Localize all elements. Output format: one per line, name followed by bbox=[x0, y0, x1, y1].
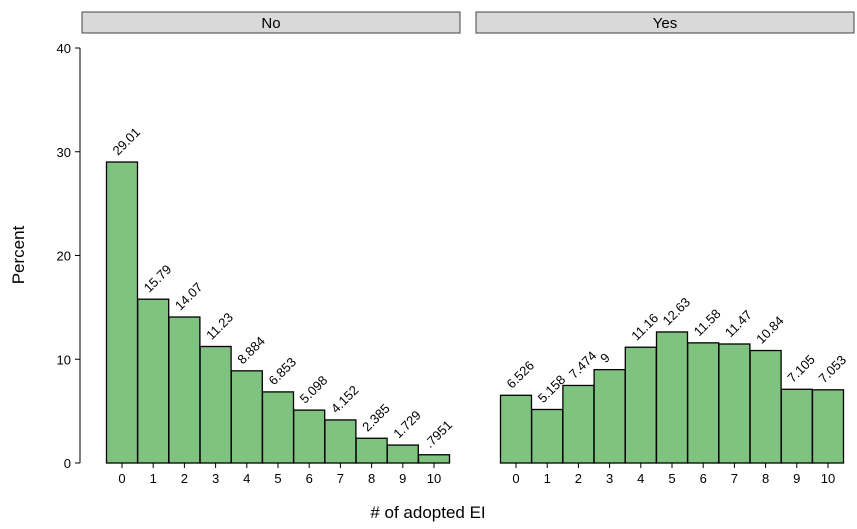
bar bbox=[168, 316, 201, 464]
bar bbox=[749, 349, 782, 464]
bar bbox=[624, 346, 657, 464]
y-tick-label: 40 bbox=[57, 41, 71, 56]
bar bbox=[324, 419, 357, 464]
data-label: 29.01 bbox=[110, 125, 144, 159]
x-tick-label: 4 bbox=[637, 471, 644, 486]
data-label: 5.098 bbox=[297, 373, 331, 407]
bar bbox=[105, 161, 139, 464]
facet-header bbox=[81, 11, 461, 34]
x-tick-label: 4 bbox=[243, 471, 250, 486]
bar bbox=[655, 331, 689, 464]
bar bbox=[811, 389, 845, 464]
x-tick-label: 8 bbox=[368, 471, 375, 486]
x-tick-label: 6 bbox=[700, 471, 707, 486]
data-label: 10.84 bbox=[753, 313, 787, 347]
x-tick-label: 10 bbox=[427, 471, 441, 486]
data-label: 4.152 bbox=[328, 382, 362, 416]
data-label: 1.729 bbox=[390, 408, 424, 442]
x-tick-label: 3 bbox=[606, 471, 613, 486]
bar bbox=[199, 345, 232, 464]
data-label: 11.58 bbox=[691, 306, 724, 339]
bar bbox=[687, 342, 720, 464]
data-label: 12.63 bbox=[660, 294, 694, 328]
x-tick-label: 9 bbox=[793, 471, 800, 486]
bar bbox=[499, 394, 533, 464]
bar bbox=[780, 388, 813, 464]
data-label: 9 bbox=[597, 350, 613, 366]
y-tick-label: 10 bbox=[57, 352, 71, 367]
x-tick-label: 2 bbox=[575, 471, 582, 486]
x-tick-label: 0 bbox=[512, 471, 519, 486]
facet-title: Yes bbox=[653, 15, 677, 32]
facet-title: No bbox=[261, 15, 280, 32]
data-label: 6.853 bbox=[266, 354, 300, 388]
x-tick-label: 9 bbox=[399, 471, 406, 486]
x-tick-label: 7 bbox=[337, 471, 344, 486]
bar bbox=[355, 437, 388, 464]
x-tick-label: 7 bbox=[731, 471, 738, 486]
bar bbox=[531, 408, 564, 464]
data-label: 7.105 bbox=[784, 352, 818, 386]
data-label: .7951 bbox=[422, 417, 456, 451]
x-tick-label: 6 bbox=[306, 471, 313, 486]
bar bbox=[562, 384, 595, 464]
data-label: 6.526 bbox=[504, 358, 538, 392]
y-axis-title: Percent bbox=[9, 225, 28, 284]
bar bbox=[593, 368, 626, 464]
bar bbox=[261, 391, 295, 464]
x-tick-label: 5 bbox=[274, 471, 281, 486]
x-tick-label: 2 bbox=[181, 471, 188, 486]
bar bbox=[230, 370, 263, 464]
y-tick-label: 20 bbox=[57, 249, 71, 264]
y-tick-label: 30 bbox=[57, 145, 71, 160]
data-label: 14.07 bbox=[172, 280, 206, 314]
x-tick-label: 0 bbox=[118, 471, 125, 486]
x-tick-label: 5 bbox=[668, 471, 675, 486]
bar bbox=[417, 454, 451, 464]
x-tick-label: 1 bbox=[544, 471, 551, 486]
data-label: 11.47 bbox=[722, 307, 755, 340]
data-label: 15.79 bbox=[141, 262, 175, 296]
y-tick-label: 0 bbox=[64, 456, 71, 471]
bar bbox=[293, 409, 326, 464]
x-tick-label: 3 bbox=[212, 471, 219, 486]
data-label: 2.385 bbox=[359, 401, 393, 435]
x-tick-label: 10 bbox=[821, 471, 835, 486]
bar bbox=[386, 444, 419, 464]
bar bbox=[718, 343, 751, 464]
x-tick-label: 8 bbox=[762, 471, 769, 486]
data-label: 8.884 bbox=[234, 333, 268, 367]
x-axis-title: # of adopted EI bbox=[370, 503, 485, 522]
x-tick-label: 1 bbox=[150, 471, 157, 486]
data-label: 11.23 bbox=[203, 310, 236, 343]
data-label: 7.053 bbox=[816, 352, 850, 386]
bar bbox=[137, 298, 170, 464]
facet-header bbox=[475, 11, 855, 34]
